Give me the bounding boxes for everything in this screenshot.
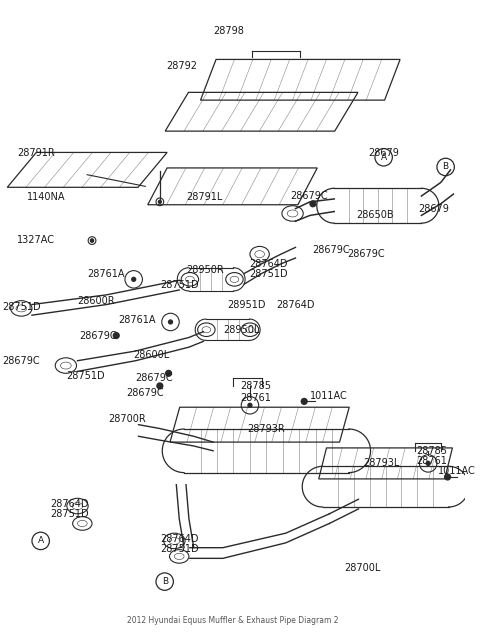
Text: 28793R: 28793R — [247, 424, 285, 433]
Circle shape — [91, 239, 94, 242]
Text: 28751D: 28751D — [160, 280, 198, 290]
Text: 28650B: 28650B — [357, 211, 394, 220]
Text: 28600R: 28600R — [77, 296, 115, 306]
Text: 2012 Hyundai Equus Muffler & Exhaust Pipe Diagram 2: 2012 Hyundai Equus Muffler & Exhaust Pip… — [127, 616, 338, 625]
Text: 28950R: 28950R — [186, 265, 224, 275]
Circle shape — [166, 370, 171, 376]
Text: 28679C: 28679C — [312, 245, 349, 256]
Text: 1327AC: 1327AC — [17, 234, 55, 245]
Text: 28751D: 28751D — [160, 544, 198, 553]
Text: 28679: 28679 — [419, 204, 449, 214]
Circle shape — [113, 333, 119, 338]
Text: A: A — [381, 153, 387, 162]
Circle shape — [158, 200, 161, 204]
Text: 28751D: 28751D — [249, 268, 288, 279]
Text: B: B — [162, 577, 168, 586]
Text: 28679C: 28679C — [290, 191, 328, 201]
Text: 28679: 28679 — [368, 148, 399, 159]
Text: 28764D: 28764D — [160, 534, 198, 544]
Text: 28751D: 28751D — [50, 509, 89, 519]
Text: 28761A: 28761A — [118, 315, 156, 325]
Text: 28798: 28798 — [213, 26, 244, 37]
Text: 28679C: 28679C — [347, 249, 384, 259]
Text: 28751D: 28751D — [66, 371, 105, 381]
Text: 28700L: 28700L — [344, 563, 380, 573]
Text: 28792: 28792 — [167, 61, 198, 71]
Circle shape — [168, 320, 172, 324]
Circle shape — [426, 462, 430, 465]
Text: 1011AC: 1011AC — [438, 466, 476, 476]
Text: 28764D: 28764D — [50, 499, 89, 509]
Text: 28950L: 28950L — [223, 325, 259, 334]
Text: 28679C: 28679C — [2, 356, 39, 366]
Circle shape — [91, 239, 94, 242]
Text: 28761: 28761 — [417, 456, 447, 465]
Text: 28793L: 28793L — [363, 458, 400, 469]
Circle shape — [444, 474, 450, 480]
Circle shape — [157, 383, 163, 389]
Text: A: A — [37, 537, 44, 546]
Text: 28679C: 28679C — [79, 331, 117, 340]
Text: 28951D: 28951D — [228, 300, 266, 309]
Text: 28764D: 28764D — [276, 300, 314, 309]
Text: 28791L: 28791L — [186, 192, 222, 202]
Circle shape — [310, 201, 316, 207]
Text: 28791R: 28791R — [17, 148, 55, 159]
Text: 28764D: 28764D — [249, 259, 288, 269]
Text: 1011AC: 1011AC — [310, 390, 348, 401]
Circle shape — [248, 403, 252, 407]
Text: 28785: 28785 — [417, 446, 447, 456]
Text: 28679C: 28679C — [136, 373, 173, 383]
Text: 28785: 28785 — [240, 381, 271, 391]
Text: B: B — [443, 162, 449, 171]
Text: 28751D: 28751D — [2, 302, 41, 313]
Text: 28761A: 28761A — [87, 270, 125, 279]
Text: 28700R: 28700R — [108, 414, 146, 424]
Text: 1140NA: 1140NA — [27, 192, 66, 202]
Text: 28761: 28761 — [240, 392, 271, 403]
Circle shape — [301, 399, 307, 404]
Text: 28679C: 28679C — [126, 388, 164, 397]
Circle shape — [132, 277, 136, 281]
Text: 28600L: 28600L — [134, 350, 170, 360]
